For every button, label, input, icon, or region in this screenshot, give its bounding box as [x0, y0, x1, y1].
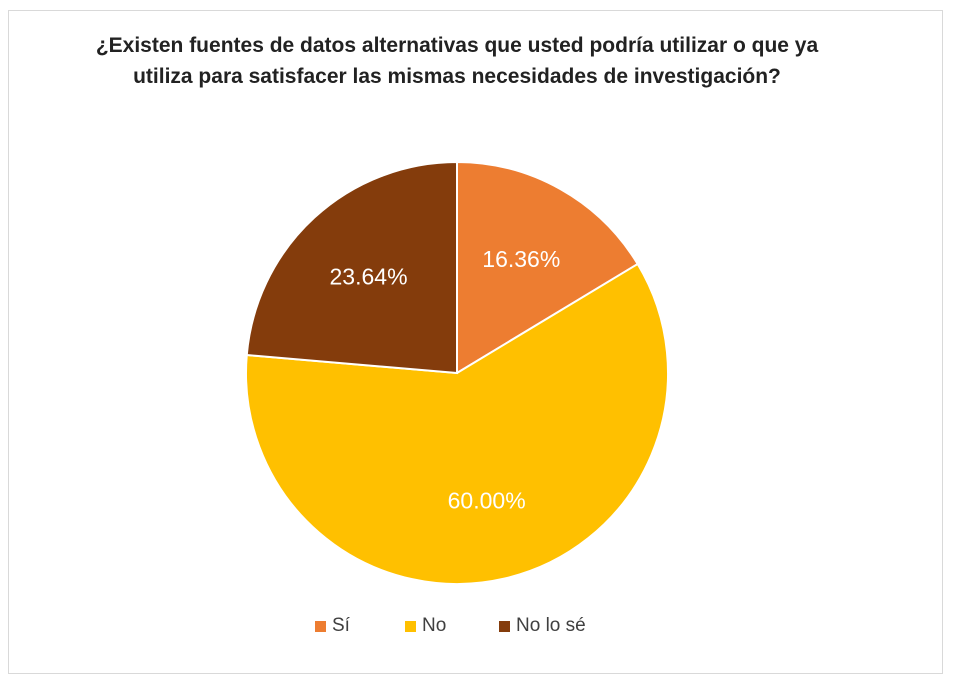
legend-swatch-no-lo-se — [499, 620, 510, 632]
pie-slice-no — [245, 262, 669, 585]
legend-label-si: Sí — [332, 615, 350, 636]
chart-legend: Sí No No lo sé — [0, 615, 954, 645]
data-label-no-lo-se: 23.64% — [330, 264, 408, 290]
legend-item-si: Sí — [315, 615, 350, 637]
legend-swatch-si — [315, 620, 326, 632]
data-label-no: 60.00% — [448, 487, 526, 513]
legend-swatch-no — [405, 620, 416, 632]
chart-title: ¿Existen fuentes de datos alternativas q… — [95, 34, 819, 88]
legend-label-no-lo-se: No lo sé — [516, 615, 586, 636]
data-label-si: 16.36% — [482, 246, 560, 272]
pie-slice-si — [456, 160, 640, 375]
legend-label-no: No — [422, 615, 447, 636]
pie-slice-no-lo-se — [245, 160, 458, 375]
legend-item-no-lo-se: No lo sé — [499, 615, 586, 637]
legend-item-no: No — [405, 615, 446, 637]
